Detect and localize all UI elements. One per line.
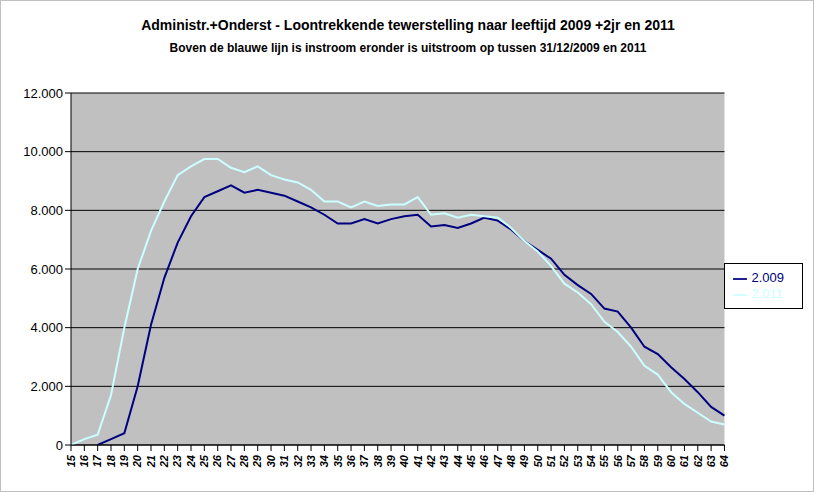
svg-text:2.000: 2.000 xyxy=(30,379,63,394)
svg-text:59: 59 xyxy=(652,454,664,467)
html-text:Administr.+Onderst - Loontrekk: Administr.+Onderst - Loontrekkende tewer… xyxy=(141,17,675,33)
svg-text:33: 33 xyxy=(305,455,317,467)
svg-text:22: 22 xyxy=(158,455,170,468)
svg-text:38: 38 xyxy=(372,454,384,467)
svg-text:39: 39 xyxy=(385,454,397,467)
svg-text:51: 51 xyxy=(545,455,557,467)
svg-text:41: 41 xyxy=(412,455,424,468)
svg-text:31: 31 xyxy=(278,455,290,467)
svg-text:19: 19 xyxy=(118,454,130,467)
svg-text:64: 64 xyxy=(718,455,730,467)
svg-text:16: 16 xyxy=(78,454,90,467)
svg-text:42: 42 xyxy=(425,455,437,468)
svg-text:36: 36 xyxy=(345,454,357,467)
svg-text:63: 63 xyxy=(705,455,717,467)
svg-text:24: 24 xyxy=(185,455,197,468)
svg-text:27: 27 xyxy=(225,454,237,468)
svg-text:58: 58 xyxy=(638,454,650,467)
svg-text:46: 46 xyxy=(478,454,490,468)
svg-text:28: 28 xyxy=(238,454,250,468)
svg-text:35: 35 xyxy=(332,454,344,467)
svg-text:44: 44 xyxy=(452,455,464,468)
svg-text:10.000: 10.000 xyxy=(23,144,63,159)
svg-text:61: 61 xyxy=(678,455,690,467)
svg-text:57: 57 xyxy=(625,454,637,467)
svg-text:17: 17 xyxy=(91,454,103,467)
svg-text:18: 18 xyxy=(105,454,117,467)
svg-text:20: 20 xyxy=(131,454,143,468)
svg-text:40: 40 xyxy=(398,454,410,468)
svg-text:47: 47 xyxy=(492,454,504,468)
svg-text:62: 62 xyxy=(692,455,704,467)
svg-text:0: 0 xyxy=(56,438,63,453)
svg-text:48: 48 xyxy=(505,454,517,468)
html-text:2.011: 2.011 xyxy=(751,286,783,301)
svg-text:6.000: 6.000 xyxy=(30,262,63,277)
svg-text:29: 29 xyxy=(252,454,264,468)
svg-text:8.000: 8.000 xyxy=(30,203,63,218)
svg-text:50: 50 xyxy=(532,454,544,467)
svg-text:37: 37 xyxy=(358,454,370,467)
svg-text:30: 30 xyxy=(265,454,277,467)
svg-text:60: 60 xyxy=(665,454,677,467)
html-text:2.009: 2.009 xyxy=(751,270,784,286)
svg-text:52: 52 xyxy=(558,455,570,467)
svg-text:21: 21 xyxy=(145,455,157,468)
svg-text:56: 56 xyxy=(612,454,624,467)
svg-text:15: 15 xyxy=(65,454,77,467)
svg-text:53: 53 xyxy=(572,455,584,467)
html-text:Boven de blauwe lijn is instro: Boven de blauwe lijn is instroom eronder… xyxy=(169,41,647,55)
svg-text:34: 34 xyxy=(318,455,330,467)
svg-text:54: 54 xyxy=(585,455,597,467)
svg-text:43: 43 xyxy=(438,455,450,468)
svg-text:32: 32 xyxy=(292,455,304,467)
svg-text:25: 25 xyxy=(198,454,210,468)
svg-text:45: 45 xyxy=(465,454,477,468)
svg-text:12.000: 12.000 xyxy=(23,86,63,101)
svg-text:4.000: 4.000 xyxy=(30,320,63,335)
svg-text:26: 26 xyxy=(212,454,224,468)
svg-text:49: 49 xyxy=(518,454,530,468)
svg-text:23: 23 xyxy=(171,455,183,468)
svg-text:55: 55 xyxy=(598,454,610,467)
